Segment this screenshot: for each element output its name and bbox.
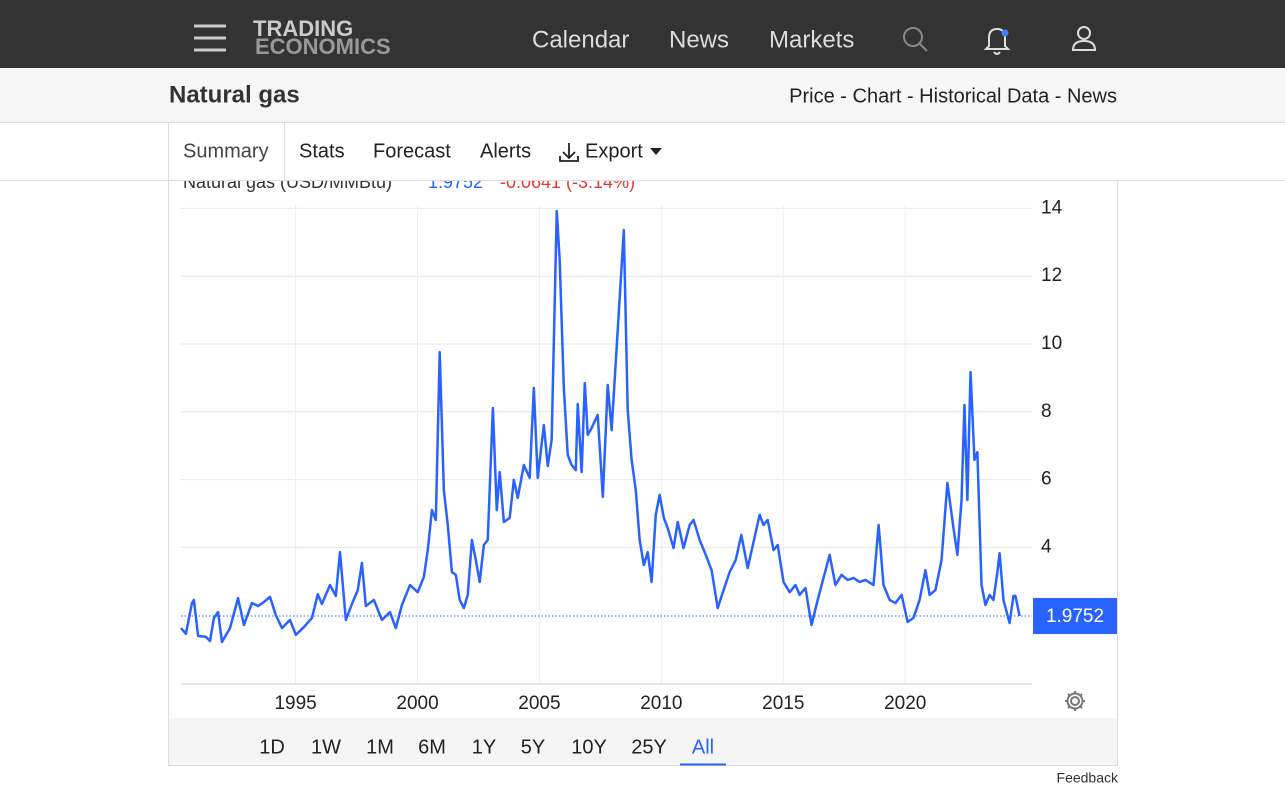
- nav-link[interactable]: Calendar: [532, 26, 629, 53]
- page-title: Natural gas: [169, 81, 300, 108]
- y-tick-label: 4: [1041, 536, 1052, 557]
- y-tick-label: 6: [1041, 469, 1052, 490]
- chart-box: [168, 122, 1118, 766]
- y-tick-label: 14: [1041, 197, 1063, 218]
- y-tick-label: 10: [1041, 333, 1062, 354]
- y-tick-label: 8: [1041, 401, 1052, 422]
- nav-bar: [0, 0, 1285, 68]
- x-tick-label: 2020: [884, 693, 926, 714]
- range-button[interactable]: 1Y: [472, 736, 496, 758]
- tab[interactable]: Summary: [183, 140, 269, 162]
- tab[interactable]: Export: [585, 140, 643, 162]
- menu-icon[interactable]: [194, 24, 226, 52]
- x-tick-label: 2015: [762, 693, 804, 714]
- range-button[interactable]: 25Y: [631, 736, 667, 758]
- dropdown-caret: [650, 148, 662, 155]
- tab[interactable]: Alerts: [480, 140, 531, 162]
- tab-active: [168, 122, 285, 181]
- x-tick-label: 2005: [518, 693, 560, 714]
- x-tick-label: 2000: [396, 693, 438, 714]
- nav-link[interactable]: Markets: [769, 26, 854, 53]
- account-icon[interactable]: [1071, 26, 1097, 51]
- logo-top[interactable]: TRADING: [253, 16, 353, 41]
- range-button[interactable]: 6M: [418, 736, 446, 758]
- notification-dot: [1001, 29, 1009, 37]
- tab[interactable]: Forecast: [373, 140, 451, 162]
- last-price-label: 1.9752: [1046, 606, 1104, 627]
- range-button[interactable]: 1W: [311, 736, 341, 758]
- x-tick-label: 1995: [274, 693, 316, 714]
- x-tick-label: 2010: [640, 693, 682, 714]
- price-line: [180, 209, 1021, 644]
- search-icon[interactable]: [903, 27, 928, 52]
- feedback-link[interactable]: Feedback: [1057, 770, 1119, 786]
- range-button[interactable]: 1M: [366, 736, 394, 758]
- range-buttons: 1D 1W 1M 6M 1Y 5Y 10Y 25Y All: [259, 736, 726, 766]
- tab[interactable]: Stats: [299, 140, 345, 162]
- range-button[interactable]: All: [692, 736, 714, 758]
- download-icon: [559, 143, 579, 162]
- range-bar: [169, 718, 1117, 765]
- notification-icon[interactable]: [983, 27, 1011, 55]
- header-band: [0, 68, 1285, 122]
- range-button[interactable]: 10Y: [571, 736, 607, 758]
- y-tick-label: 12: [1041, 265, 1062, 286]
- chart: Natural gas (USD/MMBtu) 1.9752 -0.0641 (…: [180, 172, 1117, 714]
- settings-icon[interactable]: [1065, 691, 1085, 711]
- header-links[interactable]: Price - Chart - Historical Data - News: [789, 85, 1117, 107]
- range-button[interactable]: 5Y: [521, 736, 545, 758]
- nav-link[interactable]: News: [669, 26, 729, 53]
- last-price-badge: [1033, 598, 1117, 635]
- logo-bottom[interactable]: ECONOMICS: [255, 34, 391, 59]
- range-button[interactable]: 1D: [259, 736, 285, 758]
